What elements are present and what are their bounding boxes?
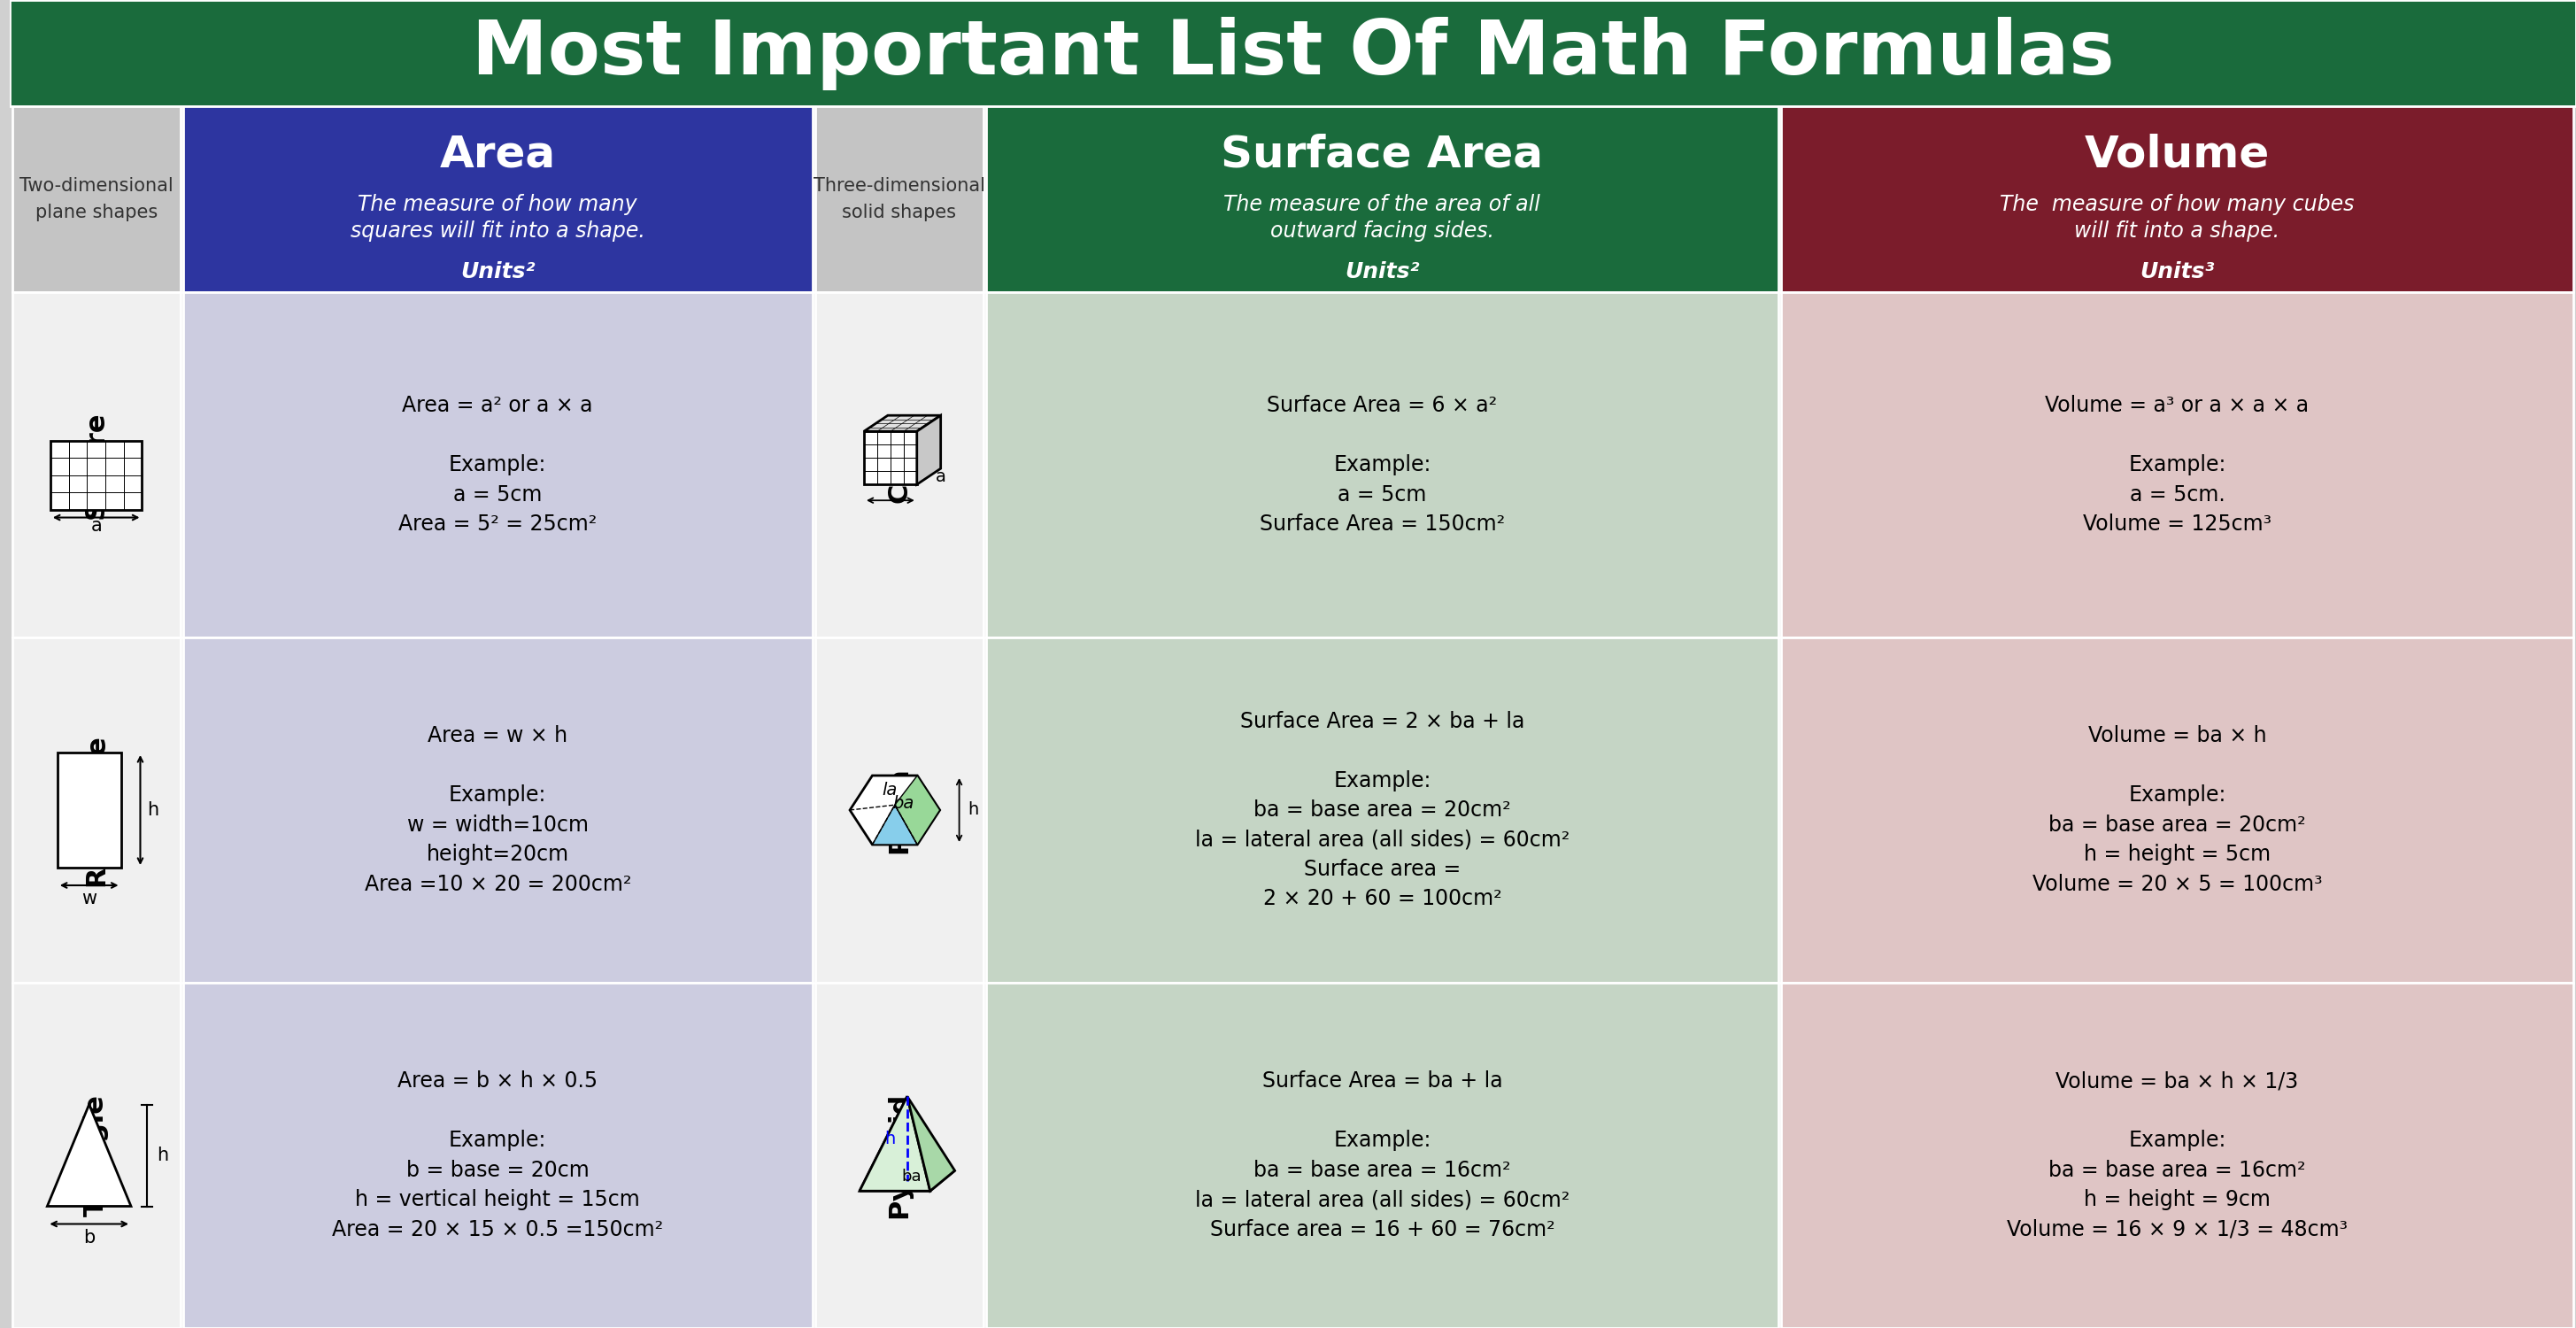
Bar	[814, 637, 984, 983]
Text: Area = b × h × 0.5

Example:
b = base = 20cm
h = vertical height = 15cm
Area = 2: Area = b × h × 0.5 Example: b = base = 2…	[332, 1070, 662, 1240]
Text: Volume = ba × h × 1/3

Example:
ba = base area = 16cm²
h = height = 9cm
Volume =: Volume = ba × h × 1/3 Example: ba = base…	[2007, 1070, 2347, 1240]
Text: Cube: Cube	[886, 426, 912, 503]
Polygon shape	[894, 776, 940, 845]
Text: Surface Area = 2 × ba + la

Example:
ba = base area = 20cm²
la = lateral area (a: Surface Area = 2 × ba + la Example: ba =…	[1195, 710, 1569, 910]
Bar	[10, 0, 2576, 106]
Bar	[1780, 983, 2573, 1328]
Text: a: a	[90, 517, 103, 535]
Text: h: h	[884, 1130, 894, 1147]
Bar	[987, 292, 1777, 637]
Bar	[183, 637, 811, 983]
Text: h: h	[969, 802, 979, 818]
Bar	[1780, 292, 2573, 637]
Bar	[987, 637, 1777, 983]
Polygon shape	[850, 776, 940, 845]
Text: Area = a² or a × a

Example:
a = 5cm
Area = 5² = 25cm²: Area = a² or a × a Example: a = 5cm Area…	[399, 394, 598, 535]
Text: Triangle: Triangle	[82, 1094, 108, 1216]
Polygon shape	[863, 416, 940, 432]
Polygon shape	[46, 1105, 131, 1206]
Text: b: b	[82, 1230, 95, 1247]
Bar	[863, 432, 917, 485]
Bar	[814, 292, 984, 637]
Text: Prism: Prism	[886, 766, 912, 854]
Polygon shape	[860, 1171, 956, 1191]
Text: Surface Area = ba + la

Example:
ba = base area = 16cm²
la = lateral area (all s: Surface Area = ba + la Example: ba = bas…	[1195, 1070, 1569, 1240]
Text: Volume = a³ or a × a × a

Example:
a = 5cm.
Volume = 125cm³: Volume = a³ or a × a × a Example: a = 5c…	[2045, 394, 2308, 535]
Bar	[183, 106, 811, 292]
Text: a: a	[935, 467, 945, 485]
Bar	[183, 292, 811, 637]
Text: Area = w × h

Example:
w = width=10cm
height=20cm
Area =10 × 20 = 200cm²: Area = w × h Example: w = width=10cm hei…	[363, 725, 631, 895]
Text: Three-dimensional
solid shapes: Three-dimensional solid shapes	[814, 177, 984, 222]
Text: The measure of the area of all
outward facing sides.: The measure of the area of all outward f…	[1224, 194, 1540, 242]
Text: The measure of how many
squares will fit into a shape.: The measure of how many squares will fit…	[350, 194, 644, 242]
Bar	[13, 292, 180, 637]
Text: Two-dimensional
plane shapes: Two-dimensional plane shapes	[18, 177, 173, 222]
Text: Surface Area: Surface Area	[1221, 133, 1543, 175]
Text: ba: ba	[902, 1169, 922, 1185]
Text: Units²: Units²	[461, 262, 536, 283]
Bar	[814, 983, 984, 1328]
Bar	[13, 637, 180, 983]
Text: w: w	[82, 890, 98, 907]
Text: Volume: Volume	[2084, 133, 2269, 175]
Bar	[13, 983, 180, 1328]
Polygon shape	[873, 805, 917, 845]
Bar	[57, 753, 121, 867]
Text: ba: ba	[891, 795, 914, 813]
Polygon shape	[907, 1097, 956, 1191]
Text: Units³: Units³	[2141, 262, 2215, 283]
Bar	[52, 441, 142, 510]
Bar	[183, 983, 811, 1328]
Polygon shape	[860, 1097, 930, 1191]
Bar	[987, 106, 1777, 292]
Text: Volume = ba × h

Example:
ba = base area = 20cm²
h = height = 5cm
Volume = 20 × : Volume = ba × h Example: ba = base area …	[2032, 725, 2321, 895]
Text: h: h	[147, 801, 160, 819]
Text: Square: Square	[82, 412, 108, 519]
Bar	[1780, 637, 2573, 983]
Text: la: la	[881, 782, 896, 798]
Bar	[1780, 106, 2573, 292]
Text: Rectangle: Rectangle	[82, 734, 108, 886]
Text: Pyramid: Pyramid	[886, 1093, 912, 1218]
Polygon shape	[860, 1097, 907, 1191]
Text: Units²: Units²	[1345, 262, 1419, 283]
Text: The  measure of how many cubes
will fit into a shape.: The measure of how many cubes will fit i…	[1999, 194, 2354, 242]
Bar	[987, 983, 1777, 1328]
Text: Area: Area	[440, 133, 556, 175]
Text: Surface Area = 6 × a²

Example:
a = 5cm
Surface Area = 150cm²: Surface Area = 6 × a² Example: a = 5cm S…	[1260, 394, 1504, 535]
Text: Most Important List Of Math Formulas: Most Important List Of Math Formulas	[471, 16, 2115, 90]
Bar	[814, 106, 984, 292]
Text: h: h	[157, 1146, 167, 1165]
Polygon shape	[917, 416, 940, 485]
Bar	[13, 106, 180, 292]
